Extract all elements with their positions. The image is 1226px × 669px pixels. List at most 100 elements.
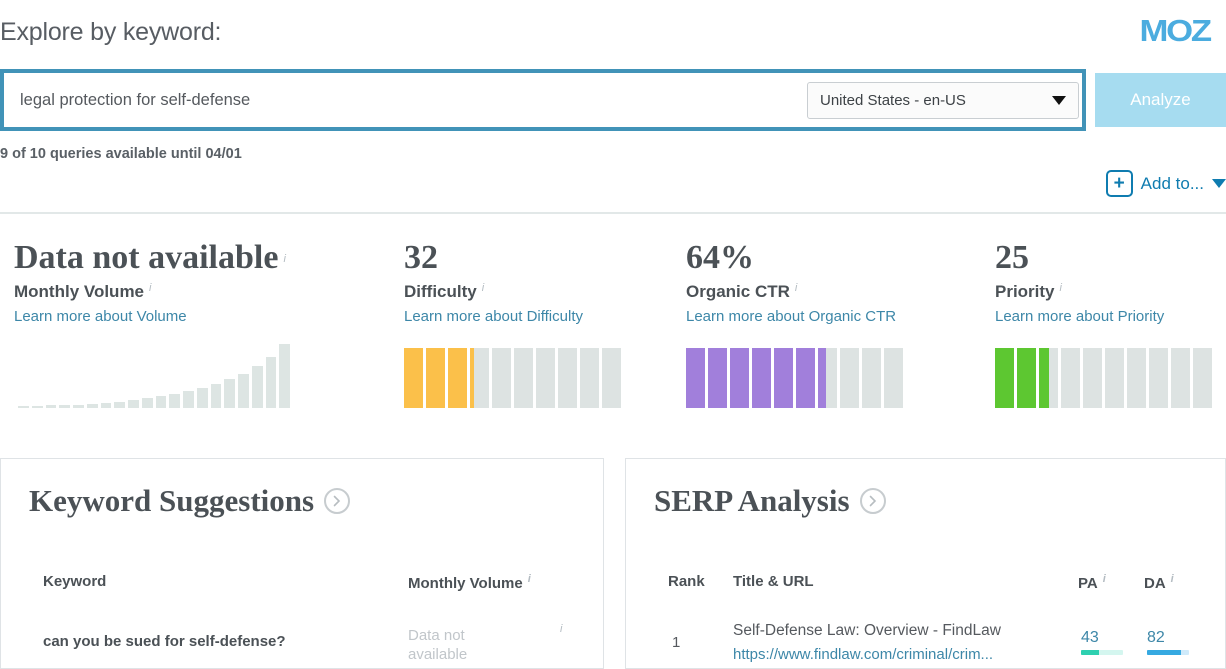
keyword-suggestions-panel: Keyword Suggestions Keyword Monthly Volu… bbox=[0, 458, 604, 669]
gauge-segment bbox=[840, 348, 859, 408]
learn-more-priority-link[interactable]: Learn more about Priority bbox=[995, 308, 1165, 325]
table-row-volume: Data not available bbox=[408, 627, 468, 663]
page-title: Explore by keyword: bbox=[0, 18, 222, 46]
gauge-segment bbox=[1017, 348, 1036, 408]
keyword-suggestions-title: Keyword Suggestions bbox=[29, 483, 351, 519]
gauge-segment bbox=[995, 348, 1014, 408]
volume-bar bbox=[86, 404, 98, 408]
info-icon[interactable]: i bbox=[481, 281, 485, 294]
volume-bar bbox=[210, 384, 222, 408]
info-icon[interactable]: i bbox=[149, 281, 152, 294]
volume-bar bbox=[279, 344, 290, 408]
gauge-segment bbox=[884, 348, 903, 408]
header-divider bbox=[0, 212, 1226, 214]
gauge-segment bbox=[752, 348, 771, 408]
metric-value: Data not available bbox=[14, 239, 279, 276]
info-icon[interactable]: i bbox=[283, 252, 286, 265]
col-header-monthly-volume: Monthly Volume i bbox=[408, 573, 531, 592]
metric-label: Difficulty bbox=[404, 282, 477, 301]
metric-value: 32 bbox=[404, 239, 438, 276]
col-header-pa: PA i bbox=[1078, 573, 1106, 592]
queries-available-text: 9 of 10 queries available until 04/01 bbox=[0, 146, 242, 162]
volume-bar bbox=[169, 393, 180, 408]
gauge-segment bbox=[536, 348, 555, 408]
info-icon[interactable]: i bbox=[1059, 281, 1062, 294]
chevron-down-icon bbox=[1052, 96, 1066, 105]
gauge-segment bbox=[818, 348, 837, 408]
info-icon[interactable]: i bbox=[1102, 573, 1106, 585]
volume-bar bbox=[45, 405, 57, 408]
learn-more-volume-link[interactable]: Learn more about Volume bbox=[14, 308, 187, 325]
monthly-volume-sparkline bbox=[18, 344, 290, 408]
gauge-segment bbox=[862, 348, 881, 408]
col-header-keyword: Keyword bbox=[43, 573, 107, 590]
metric-difficulty: 32 Difficulty i Learn more about Difficul… bbox=[404, 238, 674, 408]
info-icon[interactable]: i bbox=[1170, 573, 1174, 585]
gauge-segment bbox=[774, 348, 793, 408]
gauge-segment bbox=[492, 348, 511, 408]
metric-label: Organic CTR bbox=[686, 282, 790, 301]
plus-icon[interactable]: + bbox=[1105, 170, 1133, 197]
table-row-url[interactable]: https://www.findlaw.com/criminal/crim... bbox=[733, 646, 994, 663]
serp-analysis-title: SERP Analysis bbox=[654, 483, 886, 519]
metric-monthly-volume: Data not available i Monthly Volume i Lear… bbox=[14, 238, 394, 408]
gauge-segment bbox=[1193, 348, 1212, 408]
col-header-da: DA i bbox=[1144, 573, 1174, 592]
gauge-segment bbox=[708, 348, 727, 408]
volume-bar bbox=[183, 391, 194, 408]
volume-bar bbox=[238, 374, 249, 408]
metric-label: Priority bbox=[995, 282, 1055, 301]
gauge-segment bbox=[448, 348, 467, 408]
gauge-segment bbox=[580, 348, 599, 408]
da-value: 82 bbox=[1147, 629, 1165, 646]
difficulty-gauge bbox=[404, 348, 621, 408]
gauge-segment bbox=[558, 348, 577, 408]
learn-more-organic-ctr-link[interactable]: Learn more about Organic CTR bbox=[686, 308, 897, 325]
add-to-control[interactable]: + Add to... bbox=[1105, 170, 1226, 197]
gauge-segment bbox=[514, 348, 533, 408]
search-bar: United States - en-US bbox=[0, 69, 1086, 131]
chevron-right-circle-icon[interactable] bbox=[859, 488, 886, 514]
serp-analysis-panel: SERP Analysis Rank Title & URL PA i DA i 1… bbox=[625, 458, 1226, 669]
pa-bar bbox=[1081, 650, 1123, 655]
table-row-da: 82 bbox=[1147, 629, 1189, 655]
keyword-search-input[interactable] bbox=[4, 73, 799, 127]
gauge-segment bbox=[730, 348, 749, 408]
chevron-down-icon[interactable] bbox=[1212, 179, 1226, 188]
info-icon[interactable]: i bbox=[560, 623, 563, 635]
metric-organic-ctr: 64% Organic CTR i Learn more about Organi… bbox=[686, 238, 976, 408]
metrics-row: Data not available i Monthly Volume i Lear… bbox=[0, 238, 1226, 418]
table-row-title[interactable]: Self-Defense Law: Overview - FindLaw bbox=[733, 622, 1001, 639]
gauge-segment bbox=[602, 348, 621, 408]
learn-more-difficulty-link[interactable]: Learn more about Difficulty bbox=[404, 308, 583, 325]
volume-bar bbox=[100, 402, 112, 408]
locale-select-value: United States - en-US bbox=[820, 92, 966, 109]
volume-bar bbox=[114, 401, 125, 408]
col-header-rank: Rank bbox=[668, 573, 705, 590]
info-icon[interactable]: i bbox=[794, 281, 798, 294]
gauge-segment bbox=[1149, 348, 1168, 408]
analyze-button[interactable]: Analyze bbox=[1095, 73, 1226, 127]
volume-bar bbox=[18, 406, 29, 408]
gauge-segment bbox=[1171, 348, 1190, 408]
col-header-title-url: Title & URL bbox=[733, 573, 814, 590]
da-bar bbox=[1147, 650, 1189, 655]
volume-bar bbox=[155, 396, 167, 408]
chevron-right-circle-icon[interactable] bbox=[324, 488, 351, 514]
table-row-pa: 43 bbox=[1081, 629, 1123, 655]
pa-value: 43 bbox=[1081, 629, 1099, 646]
table-row-keyword[interactable]: can you be sued for self-defense? bbox=[43, 633, 286, 650]
gauge-segment bbox=[1083, 348, 1102, 408]
gauge-segment bbox=[796, 348, 815, 408]
volume-bar bbox=[141, 398, 153, 408]
info-icon[interactable]: i bbox=[527, 573, 531, 585]
volume-bar bbox=[73, 404, 84, 408]
volume-bar bbox=[128, 399, 139, 408]
locale-select[interactable]: United States - en-US bbox=[807, 82, 1079, 119]
volume-bar bbox=[224, 379, 235, 408]
volume-bar bbox=[265, 356, 277, 408]
metric-priority: 25 Priority i Learn more about Priority bbox=[995, 238, 1226, 408]
gauge-segment bbox=[1061, 348, 1080, 408]
metric-label: Monthly Volume bbox=[14, 282, 145, 301]
